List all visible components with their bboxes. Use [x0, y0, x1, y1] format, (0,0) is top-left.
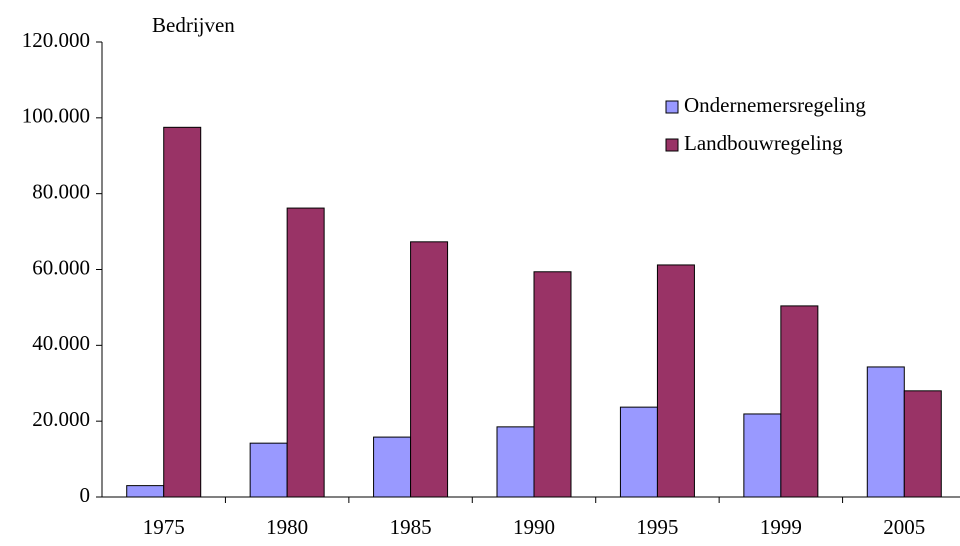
bar	[373, 436, 412, 498]
x-tick-label: 1995	[636, 515, 678, 539]
bar	[743, 413, 782, 498]
bar	[903, 390, 942, 498]
y-tick-label: 40.000	[32, 331, 90, 355]
bar	[533, 271, 572, 498]
y-tick-label: 120.000	[22, 28, 90, 52]
bar	[249, 442, 288, 498]
y-tick-label: 100.000	[22, 104, 90, 128]
bar	[126, 485, 165, 498]
bar	[496, 426, 535, 498]
x-tick-label: 2005	[883, 515, 925, 539]
legend-swatch	[665, 100, 679, 114]
bar	[619, 406, 658, 498]
x-tick-label: 1990	[513, 515, 555, 539]
y-tick-label: 20.000	[32, 407, 90, 431]
y-axis-title: Bedrijven	[152, 13, 235, 37]
legend-label: Landbouwregeling	[684, 131, 843, 155]
legend-swatch	[665, 138, 679, 152]
bar	[286, 207, 325, 498]
y-tick-label: 60.000	[32, 255, 90, 279]
legend-label: Ondernemersregeling	[684, 93, 866, 117]
bar	[410, 241, 449, 498]
y-tick-label: 80.000	[32, 179, 90, 203]
bar	[163, 126, 202, 498]
x-tick-label: 1980	[266, 515, 308, 539]
y-tick-label: 0	[80, 483, 91, 507]
bar	[780, 305, 819, 498]
x-tick-label: 1999	[760, 515, 802, 539]
x-tick-label: 1985	[390, 515, 432, 539]
x-tick-label: 1975	[143, 515, 185, 539]
bar	[656, 264, 695, 498]
bar	[866, 366, 905, 498]
